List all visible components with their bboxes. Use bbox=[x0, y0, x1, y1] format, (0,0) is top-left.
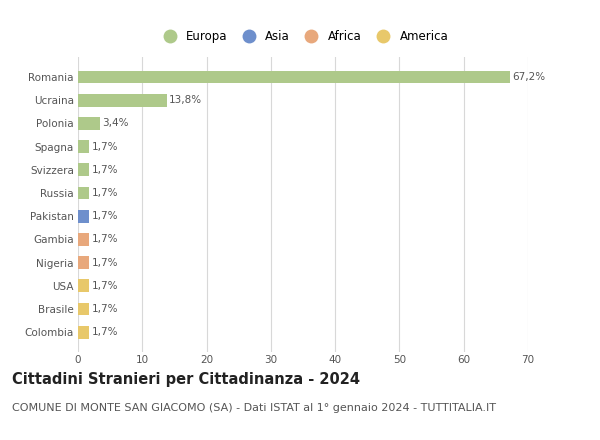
Text: 1,7%: 1,7% bbox=[91, 188, 118, 198]
Bar bbox=[78, 163, 89, 176]
Bar bbox=[78, 279, 89, 292]
Text: 1,7%: 1,7% bbox=[91, 165, 118, 175]
Bar bbox=[78, 94, 167, 106]
Text: 1,7%: 1,7% bbox=[91, 235, 118, 244]
Bar bbox=[78, 140, 89, 153]
Text: COMUNE DI MONTE SAN GIACOMO (SA) - Dati ISTAT al 1° gennaio 2024 - TUTTITALIA.IT: COMUNE DI MONTE SAN GIACOMO (SA) - Dati … bbox=[12, 403, 496, 413]
Bar bbox=[78, 70, 510, 83]
Bar bbox=[78, 187, 89, 199]
Text: 1,7%: 1,7% bbox=[91, 281, 118, 291]
Text: 1,7%: 1,7% bbox=[91, 142, 118, 152]
Text: 1,7%: 1,7% bbox=[91, 211, 118, 221]
Bar bbox=[78, 326, 89, 339]
Text: 1,7%: 1,7% bbox=[91, 257, 118, 268]
Text: Cittadini Stranieri per Cittadinanza - 2024: Cittadini Stranieri per Cittadinanza - 2… bbox=[12, 372, 360, 387]
Text: 1,7%: 1,7% bbox=[91, 327, 118, 337]
Bar bbox=[78, 210, 89, 223]
Bar bbox=[78, 117, 100, 130]
Bar bbox=[78, 303, 89, 315]
Text: 1,7%: 1,7% bbox=[91, 304, 118, 314]
Text: 67,2%: 67,2% bbox=[512, 72, 545, 82]
Text: 3,4%: 3,4% bbox=[103, 118, 129, 128]
Legend: Europa, Asia, Africa, America: Europa, Asia, Africa, America bbox=[155, 28, 451, 45]
Bar bbox=[78, 233, 89, 246]
Text: 13,8%: 13,8% bbox=[169, 95, 202, 105]
Bar bbox=[78, 256, 89, 269]
